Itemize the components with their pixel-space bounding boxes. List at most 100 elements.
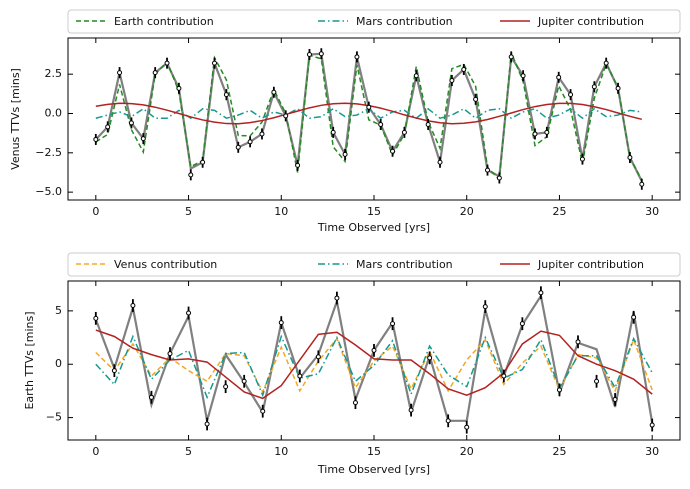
observation xyxy=(148,394,154,400)
observation xyxy=(649,422,655,428)
x-tick-label: 10 xyxy=(274,445,288,458)
observation xyxy=(520,73,526,79)
x-tick-label: 5 xyxy=(185,445,192,458)
observation xyxy=(556,74,562,80)
observation xyxy=(461,66,467,72)
observation xyxy=(128,120,134,126)
observation xyxy=(164,60,170,66)
observation xyxy=(627,155,633,161)
observation xyxy=(378,122,384,128)
observation xyxy=(484,167,490,173)
observation xyxy=(342,151,348,157)
observation xyxy=(594,378,600,384)
observation xyxy=(188,172,194,178)
x-tick-label: 15 xyxy=(367,445,381,458)
legend-label: Mars contribution xyxy=(356,15,453,28)
observation xyxy=(223,92,229,98)
observation xyxy=(152,70,158,76)
observation xyxy=(413,73,419,79)
observation xyxy=(445,418,451,424)
x-axis-label: Time Observed [yrs] xyxy=(317,463,430,476)
observation xyxy=(612,396,618,402)
x-tick-label: 30 xyxy=(645,445,659,458)
observation xyxy=(204,421,210,427)
x-tick-label: 25 xyxy=(552,205,566,218)
observation xyxy=(176,85,182,91)
observation xyxy=(200,159,206,165)
y-tick-label: 0.0 xyxy=(45,106,63,119)
x-tick-label: 25 xyxy=(552,445,566,458)
observation xyxy=(278,320,284,326)
observation xyxy=(241,378,247,384)
observation xyxy=(544,129,550,135)
legend-label: Venus contribution xyxy=(114,258,217,271)
y-tick-label: −5 xyxy=(46,411,62,424)
x-tick-label: 20 xyxy=(460,205,474,218)
observation xyxy=(318,51,324,57)
observation xyxy=(354,54,360,60)
observation xyxy=(283,113,289,119)
observation xyxy=(482,304,488,310)
legend-label: Earth contribution xyxy=(114,15,214,28)
observation xyxy=(401,129,407,135)
x-tick-label: 10 xyxy=(274,205,288,218)
observation xyxy=(247,139,253,145)
x-tick-label: 0 xyxy=(92,205,99,218)
observation xyxy=(212,60,218,66)
observation xyxy=(427,355,433,361)
observation xyxy=(449,77,455,83)
x-tick-label: 20 xyxy=(460,445,474,458)
observation xyxy=(538,290,544,296)
observation xyxy=(140,136,146,142)
observation xyxy=(496,175,502,181)
observation xyxy=(352,400,358,406)
observation xyxy=(223,384,229,390)
plot-area xyxy=(93,286,655,434)
y-tick-label: −2.5 xyxy=(35,146,62,159)
observation xyxy=(334,295,340,301)
observation xyxy=(105,124,111,130)
observation xyxy=(508,54,514,60)
legend-label: Jupiter contribution xyxy=(537,258,644,271)
observation xyxy=(556,387,562,393)
y-tick-label: 5 xyxy=(55,304,62,317)
series-line xyxy=(95,329,653,400)
x-tick-label: 15 xyxy=(367,205,381,218)
observation xyxy=(603,60,609,66)
observation xyxy=(425,122,431,128)
observation xyxy=(295,162,301,168)
observation xyxy=(408,407,414,413)
observation xyxy=(297,373,303,379)
observation xyxy=(366,104,372,110)
observation xyxy=(615,85,621,91)
x-tick-label: 0 xyxy=(92,445,99,458)
observation xyxy=(631,314,637,320)
observation xyxy=(117,70,123,76)
observation xyxy=(579,156,585,162)
observation xyxy=(390,148,396,154)
y-tick-label: 2.5 xyxy=(45,67,63,80)
observation xyxy=(591,84,597,90)
observation xyxy=(235,144,241,150)
observation xyxy=(437,159,443,165)
observation xyxy=(271,89,277,95)
observation xyxy=(473,96,479,102)
observation xyxy=(390,321,396,327)
observation xyxy=(259,131,265,137)
observation xyxy=(306,52,312,58)
observation xyxy=(260,408,266,414)
x-axis-label: Time Observed [yrs] xyxy=(317,221,430,234)
observation xyxy=(167,351,173,357)
observation xyxy=(575,339,581,345)
series-line xyxy=(95,52,643,182)
observation xyxy=(130,303,136,309)
legend-label: Jupiter contribution xyxy=(537,15,644,28)
observation xyxy=(568,92,574,98)
observation xyxy=(464,424,470,430)
observation xyxy=(532,131,538,137)
observation xyxy=(639,181,645,187)
observation xyxy=(519,321,525,327)
observation xyxy=(501,373,507,379)
